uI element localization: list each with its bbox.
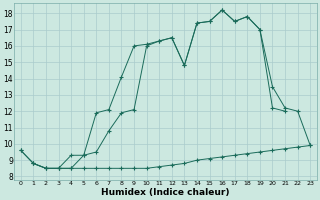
X-axis label: Humidex (Indice chaleur): Humidex (Indice chaleur) — [101, 188, 230, 197]
